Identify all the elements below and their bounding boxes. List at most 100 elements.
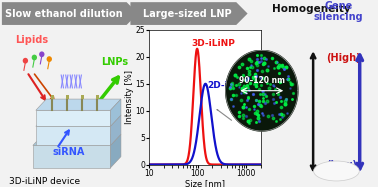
Circle shape — [32, 55, 37, 60]
Point — [243, 114, 249, 117]
Point — [264, 69, 270, 72]
Point — [266, 82, 273, 85]
Polygon shape — [36, 110, 110, 126]
Point — [245, 96, 251, 99]
Polygon shape — [36, 99, 121, 110]
Point — [254, 110, 260, 113]
Text: Gene
silencing: Gene silencing — [313, 1, 363, 22]
Point — [265, 65, 271, 68]
Point — [234, 76, 240, 79]
Point — [253, 74, 259, 77]
Point — [227, 86, 233, 89]
Point — [228, 82, 234, 85]
Point — [243, 106, 249, 109]
Point — [236, 110, 242, 113]
Point — [253, 82, 259, 85]
Point — [246, 89, 252, 92]
Point — [285, 74, 291, 77]
Point — [276, 72, 282, 75]
Point — [276, 113, 282, 116]
Point — [243, 79, 249, 82]
Circle shape — [39, 51, 45, 57]
Point — [242, 89, 248, 92]
Point — [230, 86, 236, 89]
Point — [272, 87, 278, 90]
Point — [253, 98, 259, 101]
Point — [232, 73, 239, 76]
Text: 3D-iLiNP device: 3D-iLiNP device — [9, 177, 81, 186]
Circle shape — [23, 58, 28, 64]
Point — [242, 79, 248, 82]
Point — [241, 85, 247, 88]
Point — [266, 87, 272, 90]
Point — [258, 60, 264, 63]
Polygon shape — [33, 134, 121, 145]
Polygon shape — [110, 115, 121, 145]
Point — [284, 77, 290, 80]
Point — [271, 101, 277, 104]
Point — [287, 80, 293, 83]
Point — [250, 75, 256, 78]
Point — [253, 121, 259, 124]
Point — [288, 82, 294, 85]
Polygon shape — [36, 126, 110, 145]
Point — [254, 61, 260, 64]
Point — [253, 62, 259, 65]
Point — [244, 99, 250, 102]
Text: (Low): (Low) — [327, 160, 357, 170]
Point — [273, 60, 279, 63]
Y-axis label: Intensity [%]: Intensity [%] — [125, 70, 134, 124]
Point — [259, 69, 265, 72]
Point — [250, 77, 256, 80]
Point — [280, 66, 286, 69]
Point — [260, 114, 266, 117]
Text: 2D-iLiNP: 2D-iLiNP — [207, 81, 251, 90]
Point — [252, 78, 258, 81]
Point — [277, 118, 283, 121]
Point — [271, 84, 277, 87]
Text: Lipids: Lipids — [15, 35, 48, 45]
Point — [261, 62, 267, 65]
Point — [290, 91, 296, 94]
Point — [242, 91, 248, 94]
Point — [253, 111, 259, 114]
Point — [260, 96, 266, 99]
Point — [243, 67, 249, 70]
Point — [270, 92, 276, 95]
Point — [265, 99, 271, 102]
Point — [271, 85, 277, 88]
Polygon shape — [36, 115, 121, 126]
Point — [283, 97, 289, 100]
Point — [248, 64, 254, 67]
Point — [251, 72, 257, 75]
Point — [274, 66, 280, 69]
Point — [246, 72, 252, 75]
Point — [283, 66, 289, 69]
Point — [261, 56, 267, 59]
Point — [248, 60, 254, 63]
Polygon shape — [110, 134, 121, 168]
Point — [257, 54, 263, 57]
Point — [229, 81, 235, 84]
Point — [247, 65, 253, 68]
Point — [254, 113, 260, 116]
Point — [248, 119, 254, 122]
Point — [257, 77, 263, 80]
Point — [269, 56, 275, 59]
Point — [240, 106, 246, 109]
Point — [276, 64, 282, 67]
Point — [237, 91, 243, 94]
X-axis label: Size [nm]: Size [nm] — [185, 179, 225, 187]
Point — [236, 82, 242, 85]
Point — [265, 114, 271, 117]
Point — [279, 64, 285, 67]
Point — [260, 76, 266, 79]
Point — [254, 68, 260, 71]
Point — [260, 92, 266, 95]
Point — [260, 89, 266, 92]
Point — [258, 84, 264, 87]
Point — [257, 104, 263, 107]
Point — [260, 99, 266, 102]
Point — [249, 65, 255, 68]
Polygon shape — [110, 99, 121, 126]
